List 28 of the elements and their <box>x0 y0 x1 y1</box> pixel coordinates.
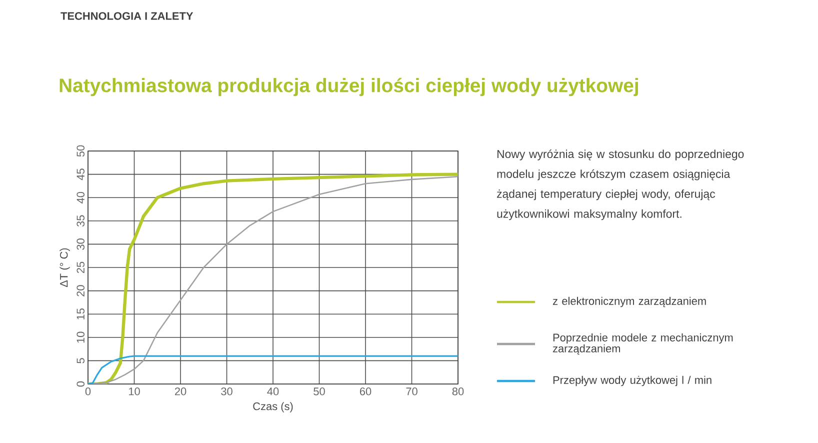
y-tick-label: 20 <box>76 285 84 296</box>
x-tick-label: 10 <box>128 388 140 396</box>
x-tick-label: 60 <box>360 388 372 396</box>
x-tick-label: 40 <box>267 388 279 396</box>
y-axis-title: ΔT (° C) <box>60 248 70 288</box>
y-tick-label: 10 <box>76 332 84 343</box>
y-tick-label: 15 <box>76 308 84 320</box>
text: TECHNOLOGIA I ZALETY <box>60 12 194 20</box>
x-tick-label: 0 <box>85 388 91 396</box>
y-tick-label: 5 <box>76 358 84 364</box>
y-tick-label: 30 <box>76 238 84 250</box>
legend-label: Przepływ wody użytkowej l / min <box>553 376 712 386</box>
y-tick-label: 0 <box>76 381 84 387</box>
text: Nowy wyróżnia się w stosunku do poprzedniego modelu jeszcze krótszym czasem osiągnięcia żądanej temperatury ciepłej wody, oferując użytkownikowi maksymalny komfort. <box>496 150 744 220</box>
x-axis-title: Czas (s) <box>253 402 293 412</box>
chart-title: Natychmiastowa produkcja dużej ilości ciepłej wody użytkowej <box>60 78 638 96</box>
x-tick-label: 70 <box>406 388 418 396</box>
legend-label: z elektronicznym zarządzaniem <box>552 296 706 308</box>
y-tick-label: 40 <box>76 192 84 204</box>
y-tick-label: 45 <box>76 168 84 180</box>
x-tick-label: 30 <box>221 388 232 396</box>
legend-label: Poprzednie modele z mechanicznym zarządzaniem <box>552 333 733 355</box>
y-tick-label: 50 <box>76 145 84 157</box>
y-tick-label: 35 <box>76 215 84 227</box>
x-tick-label: 50 <box>314 388 325 396</box>
x-tick-label: 80 <box>452 388 464 396</box>
x-tick-label: 20 <box>174 388 186 396</box>
y-tick-label: 25 <box>76 262 84 274</box>
